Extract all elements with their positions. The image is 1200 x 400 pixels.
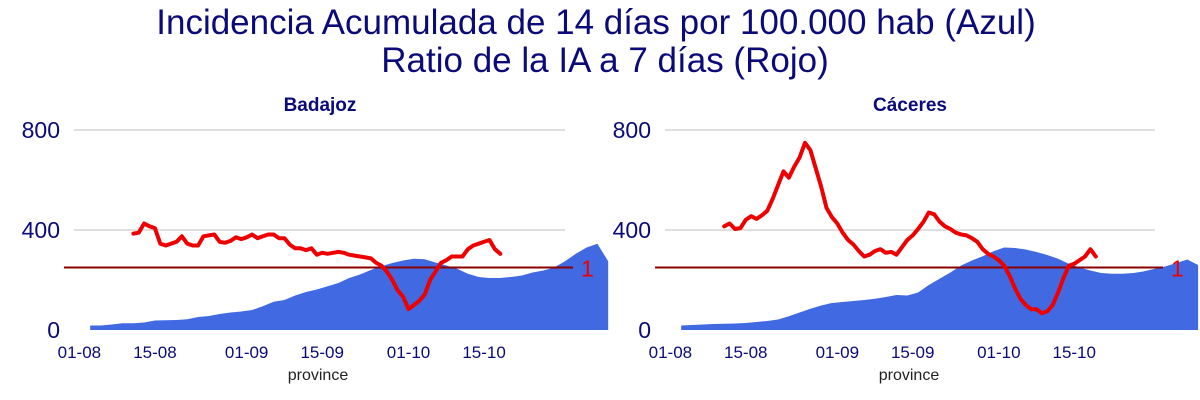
panel-badajoz: Badajoz 0 400 800 1 01-08 15-08 01-09 15-09 01-10… bbox=[22, 95, 609, 384]
y-tick-label: 0 bbox=[638, 317, 651, 343]
x-tick-label: 15-10 bbox=[1052, 343, 1095, 362]
x-axis-label: province bbox=[288, 367, 349, 384]
x-tick-label: 01-09 bbox=[816, 343, 859, 362]
y-tick-label: 800 bbox=[613, 117, 651, 143]
ratio-one-label: 1 bbox=[581, 256, 594, 282]
chart-title-line-1: Incidencia Acumulada de 14 días por 100.… bbox=[156, 3, 1035, 42]
y-tick-label: 0 bbox=[47, 317, 60, 343]
x-axis-label: province bbox=[879, 367, 940, 384]
x-tick-label: 01-10 bbox=[387, 343, 430, 362]
x-tick-label: 01-09 bbox=[225, 343, 268, 362]
y-tick-label: 400 bbox=[613, 217, 651, 243]
x-tick-label: 15-09 bbox=[891, 343, 934, 362]
panel-title: Badajoz bbox=[284, 95, 357, 116]
x-tick-label: 15-09 bbox=[300, 343, 343, 362]
x-tick-label: 15-10 bbox=[462, 343, 505, 362]
incidence-area bbox=[90, 243, 609, 330]
ratio-line bbox=[722, 140, 1098, 316]
incidence-area bbox=[681, 247, 1199, 330]
x-tick-label: 01-08 bbox=[649, 343, 692, 362]
x-tick-label: 15-08 bbox=[133, 343, 176, 362]
panel-title: Cáceres bbox=[873, 95, 947, 116]
y-tick-label: 800 bbox=[22, 117, 60, 143]
ratio-line bbox=[131, 221, 503, 312]
chart-title-line-2: Ratio de la IA a 7 días (Rojo) bbox=[381, 41, 828, 80]
ratio-one-label: 1 bbox=[1171, 256, 1184, 282]
panel-caceres: Cáceres 0 400 800 1 01-08 15-08 01-09 15-09 01-10… bbox=[613, 95, 1199, 384]
x-tick-label: 01-10 bbox=[977, 343, 1020, 362]
x-tick-label: 15-08 bbox=[724, 343, 767, 362]
y-tick-label: 400 bbox=[22, 217, 60, 243]
x-tick-label: 01-08 bbox=[58, 343, 101, 362]
